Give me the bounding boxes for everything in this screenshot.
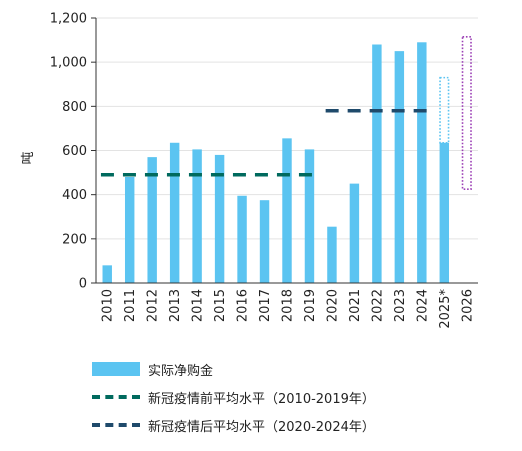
x-tick-label-2024: 2024 (415, 289, 430, 322)
axes (95, 18, 478, 284)
legend-item-post-covid: 新冠疫情后平均水平（2020-2024年） (92, 411, 512, 439)
reference-lines (100, 109, 429, 177)
y-tick-labels: 0 200 400 600 800 1,000 1,200 (50, 12, 87, 292)
x-tick-label-2022: 2022 (370, 289, 385, 322)
legend: 实际净购金 新冠疫情前平均水平（2010-2019年） 新冠疫情后平均水平（20… (92, 355, 512, 439)
bar-2022 (372, 44, 382, 283)
x-tick-label-2021: 2021 (348, 289, 363, 322)
bar-2015 (214, 154, 225, 283)
bars (102, 42, 450, 283)
bar-2019 (304, 149, 315, 283)
bar-2017 (259, 200, 270, 283)
bar-2012 (147, 157, 157, 283)
x-tick-label-2019: 2019 (303, 289, 318, 322)
bar-2016 (237, 195, 247, 283)
x-tick-label-2013: 2013 (168, 289, 183, 322)
legend-item-bars: 实际净购金 (92, 355, 512, 383)
y-tick-label-600: 600 (62, 144, 87, 159)
bar-2023 (394, 51, 405, 283)
x-tick-label-2023: 2023 (393, 289, 408, 322)
bar-2025* (439, 142, 450, 283)
legend-swatch-post-covid (92, 423, 140, 427)
x-tick-label-2016: 2016 (236, 289, 251, 322)
y-tick-label-800: 800 (62, 100, 87, 115)
y-tick-label-0: 0 (79, 277, 87, 292)
x-tick-label-2017: 2017 (258, 289, 273, 322)
legend-label-bars: 实际净购金 (148, 363, 214, 379)
bar-2011 (124, 177, 135, 283)
legend-label-post-covid: 新冠疫情后平均水平（2020-2024年） (148, 419, 375, 435)
legend-item-pre-covid: 新冠疫情前平均水平（2010-2019年） (92, 383, 512, 411)
forecast-ranges (439, 35, 472, 190)
x-tick-label-2020: 2020 (325, 289, 340, 322)
y-tick-label-200: 200 (62, 232, 87, 247)
bar-2013 (169, 142, 180, 283)
x-tick-label-2012: 2012 (146, 289, 161, 322)
legend-label-pre-covid: 新冠疫情前平均水平（2010-2019年） (148, 391, 375, 407)
forecast-range-2026 (461, 35, 472, 190)
x-tick-label-2011: 2011 (123, 289, 138, 322)
legend-swatch-pre-covid (92, 395, 140, 399)
y-axis-label: 吨 (21, 151, 36, 164)
x-tick-label-2014: 2014 (191, 289, 206, 322)
bar-2024 (417, 42, 427, 283)
x-tick-label-2025: 2025* (438, 289, 453, 329)
x-tick-label-2010: 2010 (101, 289, 116, 322)
x-tick-label-2015: 2015 (213, 289, 228, 322)
forecast-range-2025 (439, 76, 450, 144)
bar-2020 (327, 226, 337, 283)
x-tick-label-2026: 2026 (460, 289, 475, 322)
bar-2014 (192, 149, 202, 283)
y-tick-label-1000: 1,000 (50, 56, 87, 71)
x-tick-label-2018: 2018 (281, 289, 296, 322)
x-tick-labels: 2010 2011 2012 2013 2014 2015 2016 2017 2018 2019… (101, 289, 476, 329)
bar-2018 (282, 138, 292, 283)
bar-2021 (349, 183, 360, 283)
y-tick-label-1200: 1,200 (50, 12, 87, 27)
y-tick-label-400: 400 (62, 188, 87, 203)
legend-swatch-bars (92, 362, 140, 376)
bar-2010 (102, 265, 112, 283)
